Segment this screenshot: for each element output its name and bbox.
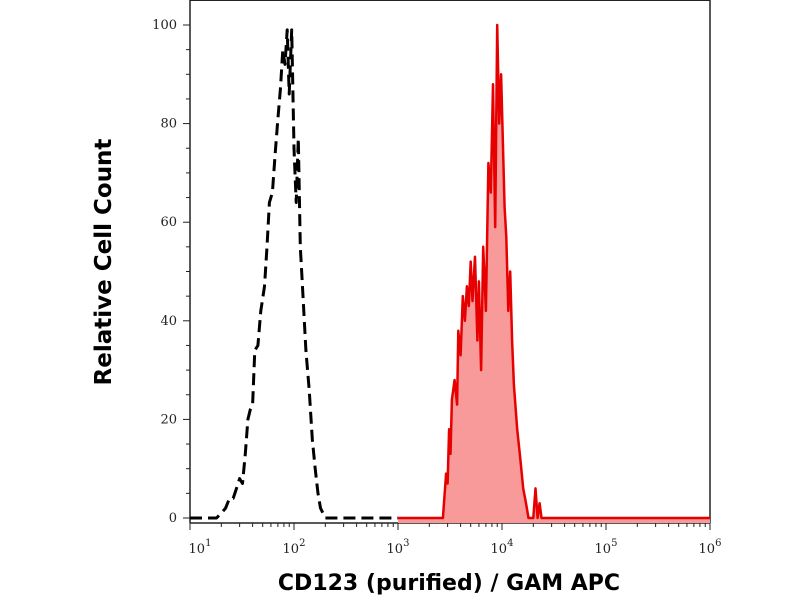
series-1-fill (398, 25, 710, 523)
y-tick-label: 20 (160, 412, 177, 427)
y-axis-title: Relative Cell Count (91, 139, 117, 386)
y-tick-label: 100 (152, 18, 177, 33)
x-axis-title: CD123 (purified) / GAM APC (278, 571, 620, 596)
y-axis-ticks: 0 20 40 60 80 100 (152, 18, 190, 526)
x-tick-label: 106 (699, 538, 722, 557)
y-tick-label: 80 (160, 117, 177, 132)
series-1-line (398, 23, 710, 520)
x-tick-label: 101 (189, 538, 212, 557)
x-axis-ticks: 101 102 103 104 105 106 (189, 523, 722, 557)
series-0-line (190, 28, 398, 520)
y-tick-label: 40 (160, 314, 177, 329)
y-tick-label: 60 (160, 215, 177, 230)
x-tick-label: 102 (283, 538, 306, 557)
x-tick-label: 104 (491, 538, 514, 557)
x-tick-label: 103 (387, 538, 410, 557)
x-tick-label: 105 (595, 538, 618, 557)
y-tick-label: 0 (169, 511, 177, 526)
series-layer (190, 23, 710, 523)
